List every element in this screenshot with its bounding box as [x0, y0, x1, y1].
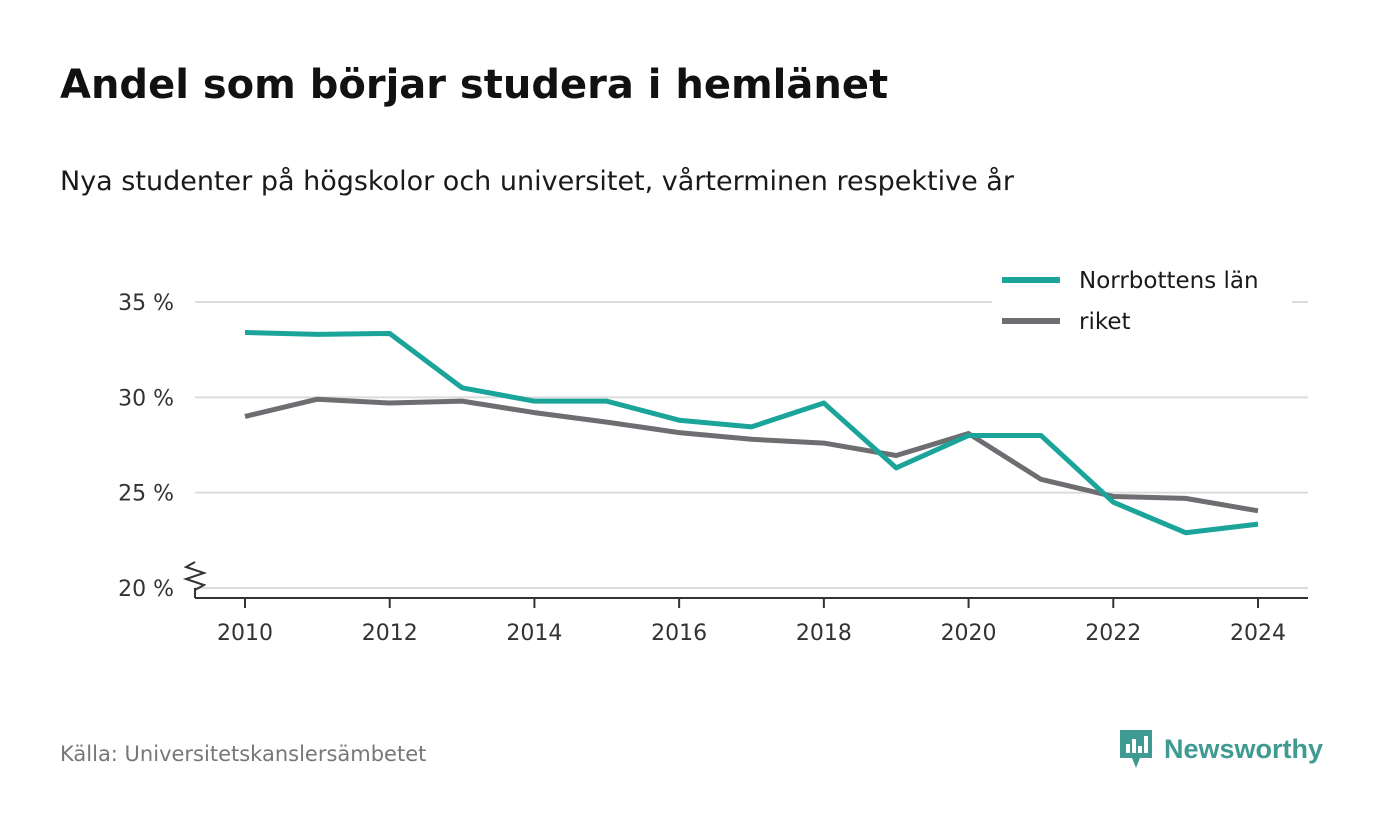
- brand-logo: Newsworthy: [1118, 728, 1323, 770]
- legend-label: riket: [1079, 309, 1131, 335]
- x-tick-label: 2018: [796, 621, 852, 646]
- y-tick-label: 25 %: [118, 482, 174, 507]
- x-tick-label: 2016: [651, 621, 707, 646]
- gridlines: [195, 301, 1308, 589]
- x-tick-label: 2024: [1230, 621, 1286, 646]
- chart-subtitle: Nya studenter på högskolor och universit…: [60, 166, 1014, 197]
- chart-title: Andel som börjar studera i hemlänet: [60, 62, 889, 108]
- line-chart: 20 % 25 % 30 % 35 % 2010 2012 2014 2016 2018 2020…: [118, 262, 1308, 646]
- series-lines: [244, 330, 1259, 536]
- legend: Norrbottens län riket: [992, 262, 1292, 340]
- legend-background: [992, 262, 1292, 340]
- x-tick-label: 2010: [217, 621, 273, 646]
- x-tick-label: 2020: [941, 621, 997, 646]
- x-tick-label: 2014: [506, 621, 562, 646]
- y-tick-label: 30 %: [118, 386, 174, 411]
- series-line-1: [244, 396, 1259, 514]
- y-tick-label: 20 %: [118, 577, 174, 602]
- series-line-0: [244, 330, 1259, 536]
- brand-name: Newsworthy: [1164, 733, 1324, 764]
- newsworthy-logo-icon: [1120, 730, 1152, 768]
- axis-break-icon: [182, 561, 208, 591]
- x-tick-label: 2012: [362, 621, 418, 646]
- source-note: Källa: Universitetskanslersämbetet: [60, 742, 427, 766]
- legend-label: Norrbottens län: [1079, 268, 1259, 294]
- x-tick-label: 2022: [1085, 621, 1141, 646]
- y-tick-label: 35 %: [118, 291, 174, 316]
- axes: 20 % 25 % 30 % 35 % 2010 2012 2014 2016 2018 2020…: [118, 291, 1308, 646]
